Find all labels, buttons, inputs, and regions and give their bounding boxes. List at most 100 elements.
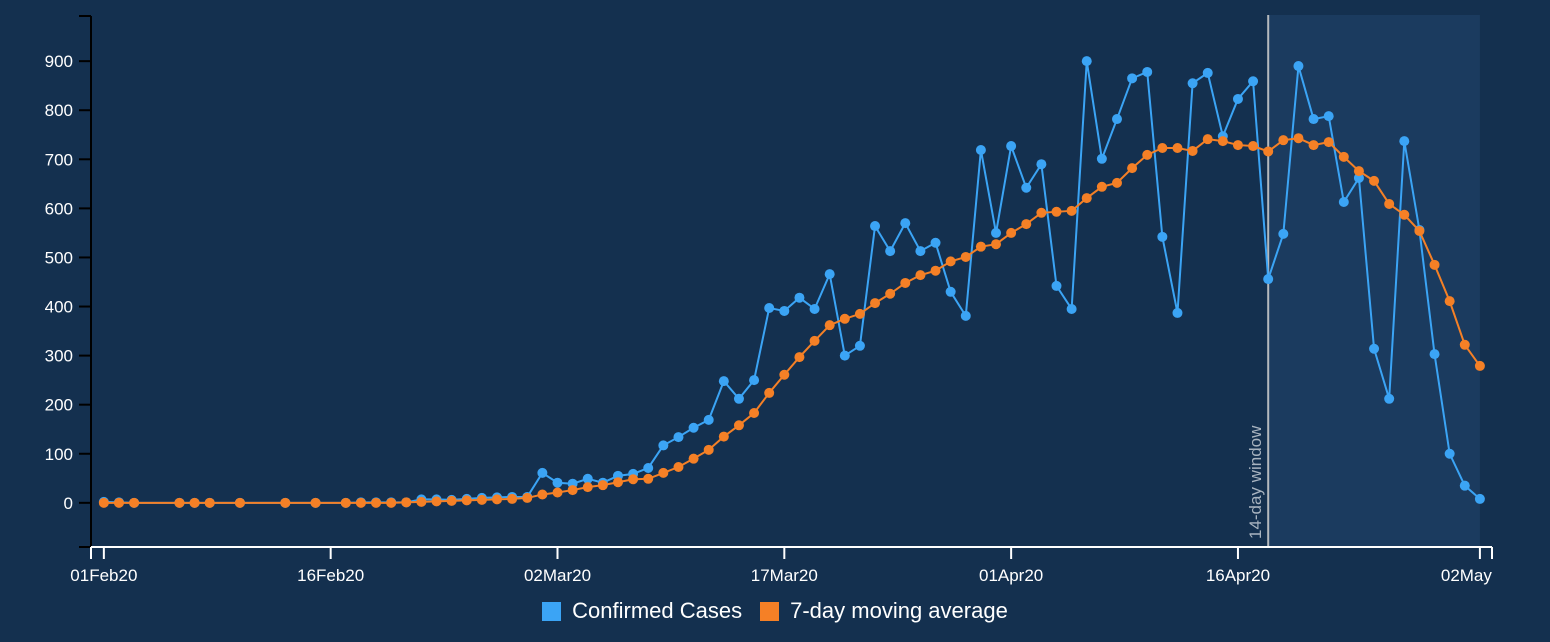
confirmed-cases-point: [1066, 303, 1077, 314]
moving-average-point: [870, 298, 881, 309]
moving-average-point: [280, 497, 291, 508]
confirmed-cases-point: [552, 477, 563, 488]
legend-item-moving-average[interactable]: 7-day moving average: [760, 598, 1008, 624]
moving-average-point: [930, 265, 941, 276]
confirmed-cases-point: [824, 269, 835, 280]
moving-average-point: [189, 497, 200, 508]
moving-average-point: [1142, 149, 1153, 160]
confirmed-cases-point: [1081, 56, 1092, 67]
moving-average-point: [567, 485, 578, 496]
confirmed-cases-point: [991, 227, 1002, 238]
y-axis: 0 100 200 300 400 500 600 700 800 900: [45, 15, 92, 548]
moving-average-point: [507, 493, 518, 504]
moving-average-point: [1066, 205, 1077, 216]
moving-average-point: [1232, 140, 1243, 151]
confirmed-cases-point: [1353, 172, 1364, 183]
confirmed-cases-point: [1248, 76, 1259, 87]
confirmed-cases-point: [1111, 114, 1122, 125]
moving-average-point: [1384, 198, 1395, 209]
y-tick-label: 400: [45, 298, 73, 317]
confirmed-cases-point: [582, 473, 593, 484]
y-tick-label: 0: [64, 494, 73, 513]
confirmed-cases-point: [1036, 159, 1047, 170]
confirmed-cases-point: [1157, 231, 1168, 242]
moving-average-point: [1248, 141, 1259, 152]
confirmed-cases-point: [749, 375, 760, 386]
confirmed-cases-point: [1263, 274, 1274, 285]
y-tick-label: 900: [45, 52, 73, 71]
moving-average-point: [945, 256, 956, 267]
moving-average-point: [764, 387, 775, 398]
moving-average-point: [1369, 175, 1380, 186]
x-tick-label: 01Apr20: [979, 566, 1043, 585]
confirmed-cases-point: [1293, 61, 1304, 72]
moving-average-point: [522, 492, 533, 503]
confirmed-cases-point: [975, 144, 986, 155]
moving-average-point: [1111, 177, 1122, 188]
moving-average-point: [794, 352, 805, 363]
confirmed-cases-point: [643, 462, 654, 473]
confirmed-cases-point: [854, 340, 865, 351]
moving-average-point: [643, 473, 654, 484]
moving-average-point: [537, 489, 548, 500]
moving-average-point: [975, 241, 986, 252]
legend: Confirmed Cases 7-day moving average: [0, 598, 1550, 624]
confirmed-cases-point: [930, 237, 941, 248]
moving-average-point: [98, 497, 109, 508]
series-moving-average: [98, 133, 1485, 508]
moving-average-point: [1006, 227, 1017, 238]
confirmed-cases-point: [1444, 448, 1455, 459]
confirmed-cases-point: [1142, 66, 1153, 77]
moving-average-point: [703, 444, 714, 455]
y-tick-label: 800: [45, 101, 73, 120]
moving-average-point: [1172, 143, 1183, 154]
window-shade: [1268, 15, 1480, 547]
moving-average-point: [673, 462, 684, 473]
moving-average-point: [839, 313, 850, 324]
x-axis: 01Feb20 16Feb20 02Mar20 17Mar20 01Apr20 16Apr…: [70, 546, 1493, 585]
y-tick-label: 200: [45, 396, 73, 415]
confirmed-cases-point: [960, 310, 971, 321]
confirmed-cases-point: [1127, 73, 1138, 84]
moving-average-point: [1051, 206, 1062, 217]
moving-average-point: [688, 453, 699, 464]
confirmed-cases-point: [764, 303, 775, 314]
legend-item-confirmed-cases[interactable]: Confirmed Cases: [542, 598, 742, 624]
x-tick-label: 16Apr20: [1206, 566, 1270, 585]
confirmed-cases-point: [733, 393, 744, 404]
moving-average-point: [1399, 209, 1410, 220]
y-tick-label: 300: [45, 347, 73, 366]
confirmed-cases-point: [839, 350, 850, 361]
confirmed-cases-point: [688, 422, 699, 433]
moving-average-point: [749, 408, 760, 419]
confirmed-cases-point: [885, 246, 896, 257]
moving-average-point: [401, 497, 412, 508]
moving-average-point: [733, 420, 744, 431]
confirmed-cases-point: [1187, 78, 1198, 89]
moving-average-point: [1293, 133, 1304, 144]
confirmed-cases-point: [945, 286, 956, 297]
moving-average-point: [1474, 360, 1485, 371]
moving-average-point: [113, 497, 124, 508]
moving-average-point: [1021, 219, 1032, 230]
confirmed-cases-point: [1459, 480, 1470, 491]
moving-average-point: [1036, 207, 1047, 218]
x-tick-label: 02Mar20: [524, 566, 591, 585]
y-tick-label: 100: [45, 445, 73, 464]
x-tick-label: 17Mar20: [751, 566, 818, 585]
moving-average-point: [900, 277, 911, 288]
confirmed-cases-point: [1096, 153, 1107, 164]
x-tick-label: 16Feb20: [297, 566, 364, 585]
moving-average-point: [1308, 140, 1319, 151]
moving-average-point: [431, 496, 442, 507]
moving-average-point: [1096, 181, 1107, 192]
confirmed-cases-point: [537, 467, 548, 478]
confirmed-cases-point: [1021, 182, 1032, 193]
moving-average-point: [129, 497, 140, 508]
y-tick-label: 600: [45, 199, 73, 218]
moving-average-point: [854, 308, 865, 319]
moving-average-point: [310, 497, 321, 508]
confirmed-cases-point: [1429, 349, 1440, 360]
legend-swatch-moving-average: [760, 601, 780, 621]
confirmed-cases-point: [870, 221, 881, 232]
